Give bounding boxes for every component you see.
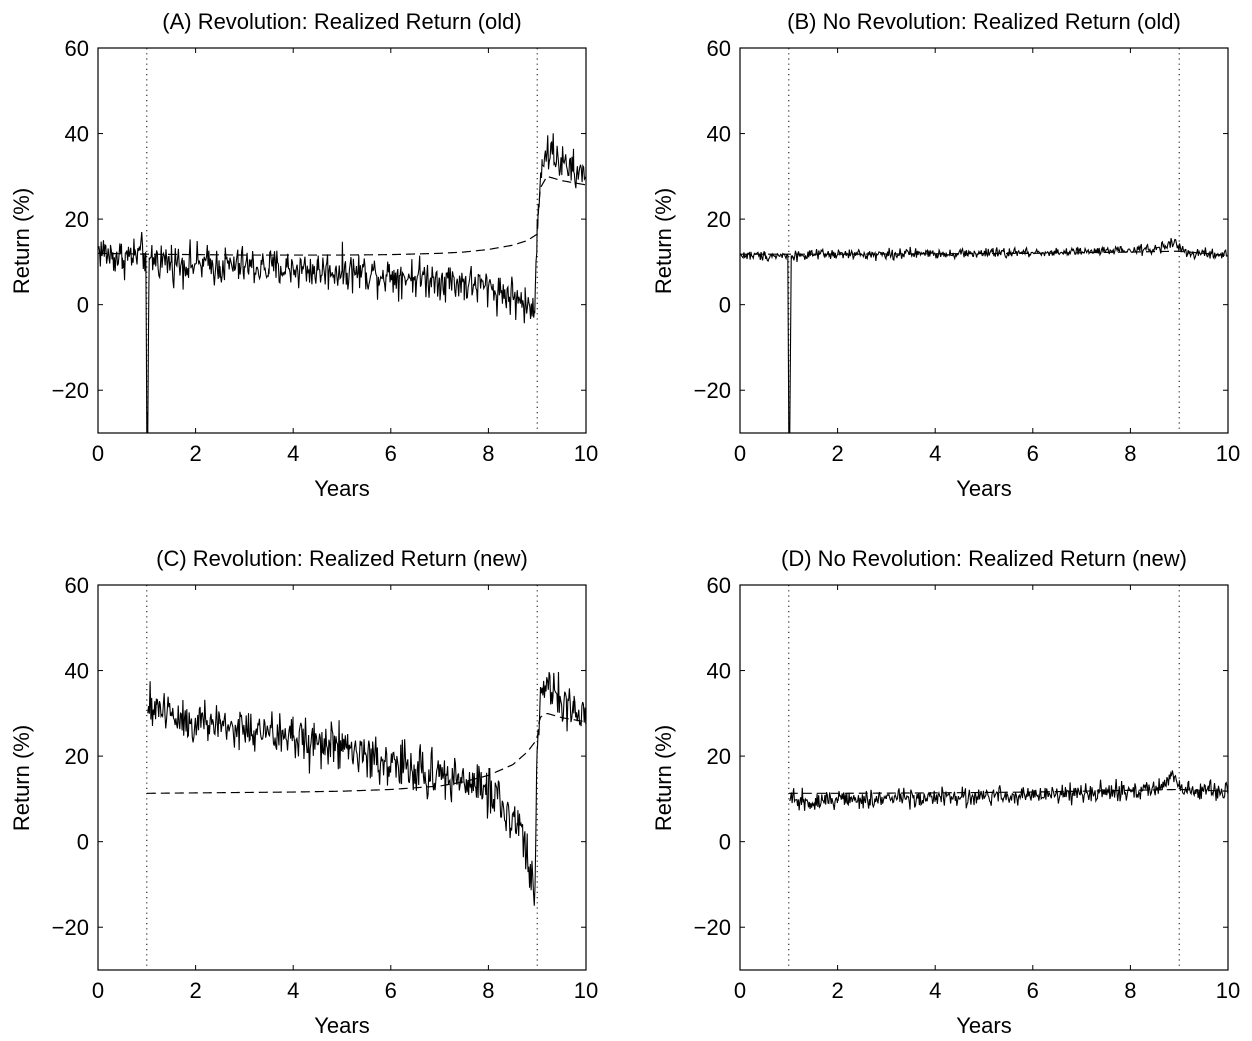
y-tick-label: 0 [719, 830, 731, 855]
x-tick-label: 2 [189, 978, 201, 1003]
plot-area: 0 2 4 6 8 10 −20 0 20 40 60 [694, 573, 1241, 1003]
y-axis-label: Return (%) [9, 725, 34, 831]
x-axis-label: Years [314, 476, 369, 501]
y-tick-label: 20 [707, 207, 731, 232]
series-line-realized [147, 672, 586, 906]
y-tick-label: 0 [77, 830, 89, 855]
y-tick-label: 40 [707, 659, 731, 684]
y-axis-label: Return (%) [651, 725, 676, 831]
y-tick-label: −20 [694, 378, 731, 403]
plot-area: 0 2 4 6 8 10 −20 0 20 40 60 [52, 36, 599, 466]
x-axis-label: Years [956, 1013, 1011, 1038]
y-tick-label: −20 [52, 378, 89, 403]
y-tick-label: 60 [65, 36, 89, 61]
y-tick-label: 60 [65, 573, 89, 598]
panel-c: (C) Revolution: Realized Return (new) Re… [9, 546, 598, 1038]
x-tick-label: 4 [287, 441, 299, 466]
x-axis-label: Years [956, 476, 1011, 501]
series-group [788, 770, 1228, 811]
y-tick-label: 0 [77, 293, 89, 318]
x-tick-label: 8 [1124, 978, 1136, 1003]
panel-b: (B) No Revolution: Realized Return (old)… [651, 9, 1240, 501]
x-tick-label: 4 [929, 441, 941, 466]
y-tick-label: 60 [707, 36, 731, 61]
y-tick-label: 40 [65, 122, 89, 147]
panel-a: (A) Revolution: Realized Return (old) Re… [9, 9, 598, 501]
axes-frame [739, 584, 1229, 971]
x-tick-label: 10 [574, 978, 598, 1003]
x-tick-label: 0 [734, 978, 746, 1003]
series-line-realized [789, 770, 1228, 811]
plot-area: 0 2 4 6 8 10 −20 0 20 40 60 [52, 573, 599, 1003]
x-axis-label: Years [314, 1013, 369, 1038]
panel-title: (D) No Revolution: Realized Return (new) [781, 546, 1187, 571]
y-tick-label: 60 [707, 573, 731, 598]
y-tick-label: 40 [707, 122, 731, 147]
y-tick-label: 20 [65, 207, 89, 232]
axes-frame [97, 47, 587, 434]
x-tick-label: 2 [189, 441, 201, 466]
x-tick-label: 4 [929, 978, 941, 1003]
axes-frame [97, 584, 587, 971]
series-line-expected [788, 788, 1228, 794]
x-tick-label: 8 [482, 978, 494, 1003]
panel-title: (A) Revolution: Realized Return (old) [162, 9, 522, 34]
y-tick-label: 20 [707, 744, 731, 769]
x-tick-label: 10 [1216, 978, 1240, 1003]
y-axis-label: Return (%) [651, 188, 676, 294]
x-tick-label: 0 [92, 978, 104, 1003]
y-tick-label: 20 [65, 744, 89, 769]
plot-area: 0 2 4 6 8 10 −20 0 20 40 60 [694, 36, 1241, 466]
series-line-realized [98, 133, 586, 433]
x-tick-label: 2 [831, 441, 843, 466]
x-tick-label: 0 [92, 441, 104, 466]
x-tick-label: 6 [385, 978, 397, 1003]
series-line-expected [146, 713, 586, 794]
panel-d: (D) No Revolution: Realized Return (new)… [651, 546, 1240, 1038]
y-axis-label: Return (%) [9, 188, 34, 294]
x-tick-label: 6 [385, 441, 397, 466]
x-tick-label: 8 [482, 441, 494, 466]
y-tick-label: −20 [694, 915, 731, 940]
x-tick-label: 10 [1216, 441, 1240, 466]
series-group [98, 133, 586, 433]
x-tick-label: 4 [287, 978, 299, 1003]
series-group [146, 672, 586, 906]
x-tick-label: 2 [831, 978, 843, 1003]
panel-title: (C) Revolution: Realized Return (new) [156, 546, 528, 571]
x-tick-label: 10 [574, 441, 598, 466]
y-tick-label: −20 [52, 915, 89, 940]
axes-frame [739, 47, 1229, 434]
x-tick-label: 8 [1124, 441, 1136, 466]
x-tick-label: 6 [1027, 978, 1039, 1003]
x-tick-label: 6 [1027, 441, 1039, 466]
series-line-realized [740, 238, 1228, 433]
series-line-expected [740, 250, 1228, 257]
panel-title: (B) No Revolution: Realized Return (old) [787, 9, 1181, 34]
y-tick-label: 40 [65, 659, 89, 684]
y-tick-label: 0 [719, 293, 731, 318]
series-line-expected [98, 175, 586, 256]
series-group [740, 238, 1228, 433]
x-tick-label: 0 [734, 441, 746, 466]
